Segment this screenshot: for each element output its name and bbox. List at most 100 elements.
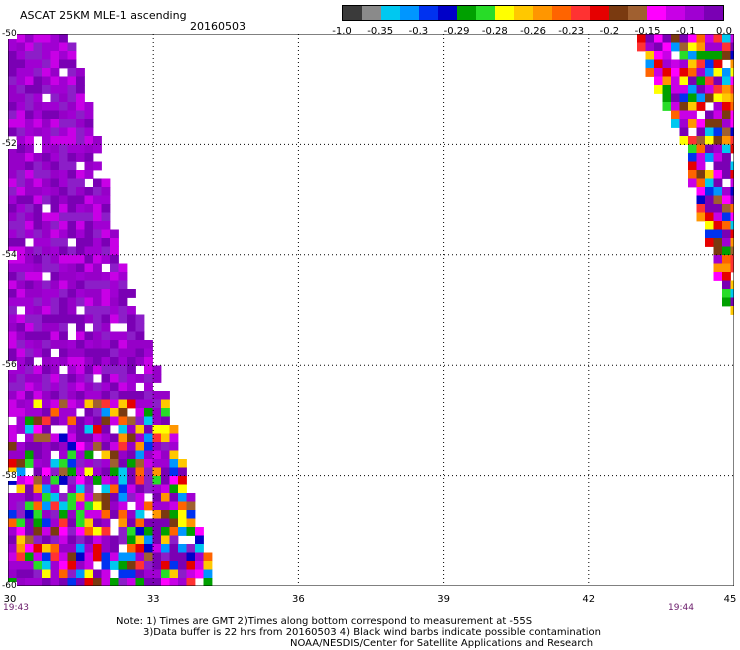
data-cell: [93, 178, 102, 188]
data-cell: [688, 76, 697, 86]
data-cell: [144, 416, 153, 426]
data-cell: [76, 493, 85, 502]
data-cell: [118, 569, 128, 579]
data-cell: [76, 93, 85, 103]
data-cell: [59, 476, 68, 485]
data-cell: [169, 535, 179, 545]
data-cell: [76, 535, 85, 545]
data-cell: [169, 552, 179, 562]
data-cell: [730, 42, 734, 52]
data-cell: [67, 578, 77, 586]
data-cell: [654, 85, 663, 94]
data-cell: [76, 195, 85, 205]
data-cell: [59, 340, 68, 349]
data-cell: [16, 119, 26, 128]
data-cell: [645, 59, 655, 69]
data-cell: [688, 68, 697, 77]
data-cell: [76, 297, 85, 307]
data-cell: [101, 195, 111, 205]
data-cell: [8, 229, 17, 239]
data-cell: [705, 153, 714, 162]
data-cell: [144, 442, 153, 451]
data-cell: [33, 365, 43, 375]
data-cell: [67, 348, 77, 358]
data-cell: [135, 535, 145, 545]
data-cell: [722, 42, 731, 52]
data-cell: [127, 476, 136, 485]
data-cell: [42, 416, 51, 426]
data-cell: [101, 569, 111, 579]
data-cell: [679, 34, 689, 43]
data-cell: [76, 391, 85, 400]
data-cell: [84, 382, 94, 392]
data-cell: [25, 255, 34, 264]
data-cell: [33, 187, 43, 196]
data-cell: [118, 433, 128, 443]
data-cell: [169, 476, 179, 485]
data-cell: [67, 374, 77, 383]
data-cell: [161, 510, 170, 519]
data-cell: [16, 59, 26, 69]
data-cell: [59, 348, 68, 358]
data-cell: [722, 76, 731, 86]
data-cell: [25, 552, 34, 562]
map-plot: [8, 34, 734, 586]
data-cell: [135, 314, 145, 324]
data-cell: [59, 51, 68, 60]
data-cell: [696, 76, 706, 86]
colorbar-label: -0.35: [367, 26, 394, 37]
data-cell: [59, 382, 68, 392]
data-cell: [84, 136, 94, 145]
data-cell: [118, 382, 128, 392]
data-cell: [101, 476, 111, 485]
data-cell: [688, 119, 697, 128]
data-cell: [169, 518, 179, 528]
data-cell: [127, 399, 136, 409]
data-cell: [84, 527, 94, 536]
data-cell: [730, 221, 734, 230]
data-cell: [59, 280, 68, 290]
data-cell: [654, 42, 663, 52]
data-cell: [696, 102, 706, 111]
data-cell: [8, 552, 17, 562]
data-cell: [59, 102, 68, 111]
data-cell: [722, 144, 731, 154]
data-cell: [101, 229, 111, 239]
data-cell: [84, 510, 94, 519]
data-cell: [84, 102, 94, 111]
data-cell: [50, 569, 60, 579]
data-cell: [25, 348, 34, 358]
data-cell: [144, 433, 153, 443]
data-cell: [696, 127, 706, 137]
colorbar-swatch: [419, 6, 438, 20]
data-cell: [67, 68, 77, 77]
data-cell: [50, 552, 60, 562]
data-cell: [67, 501, 77, 511]
data-cell: [101, 467, 111, 477]
data-cell: [722, 195, 731, 205]
data-cell: [178, 476, 187, 485]
data-cell: [50, 535, 60, 545]
data-cell: [722, 263, 731, 273]
data-cell: [135, 425, 145, 434]
data-cell: [25, 425, 34, 434]
data-cell: [110, 459, 119, 468]
data-cell: [178, 501, 187, 511]
data-cell: [16, 323, 26, 332]
data-cell: [679, 93, 689, 103]
data-cell: [59, 459, 68, 468]
data-cell: [67, 136, 77, 145]
data-cell: [25, 272, 34, 281]
data-cell: [93, 382, 102, 392]
data-cell: [76, 144, 85, 154]
data-cell: [127, 450, 136, 460]
data-cell: [84, 544, 94, 553]
data-cell: [76, 510, 85, 519]
data-cell: [16, 272, 26, 281]
data-cell: [722, 136, 731, 145]
data-cell: [84, 433, 94, 443]
data-cell: [93, 510, 102, 519]
data-cell: [33, 323, 43, 332]
data-cell: [713, 161, 723, 171]
data-cell: [76, 425, 85, 434]
